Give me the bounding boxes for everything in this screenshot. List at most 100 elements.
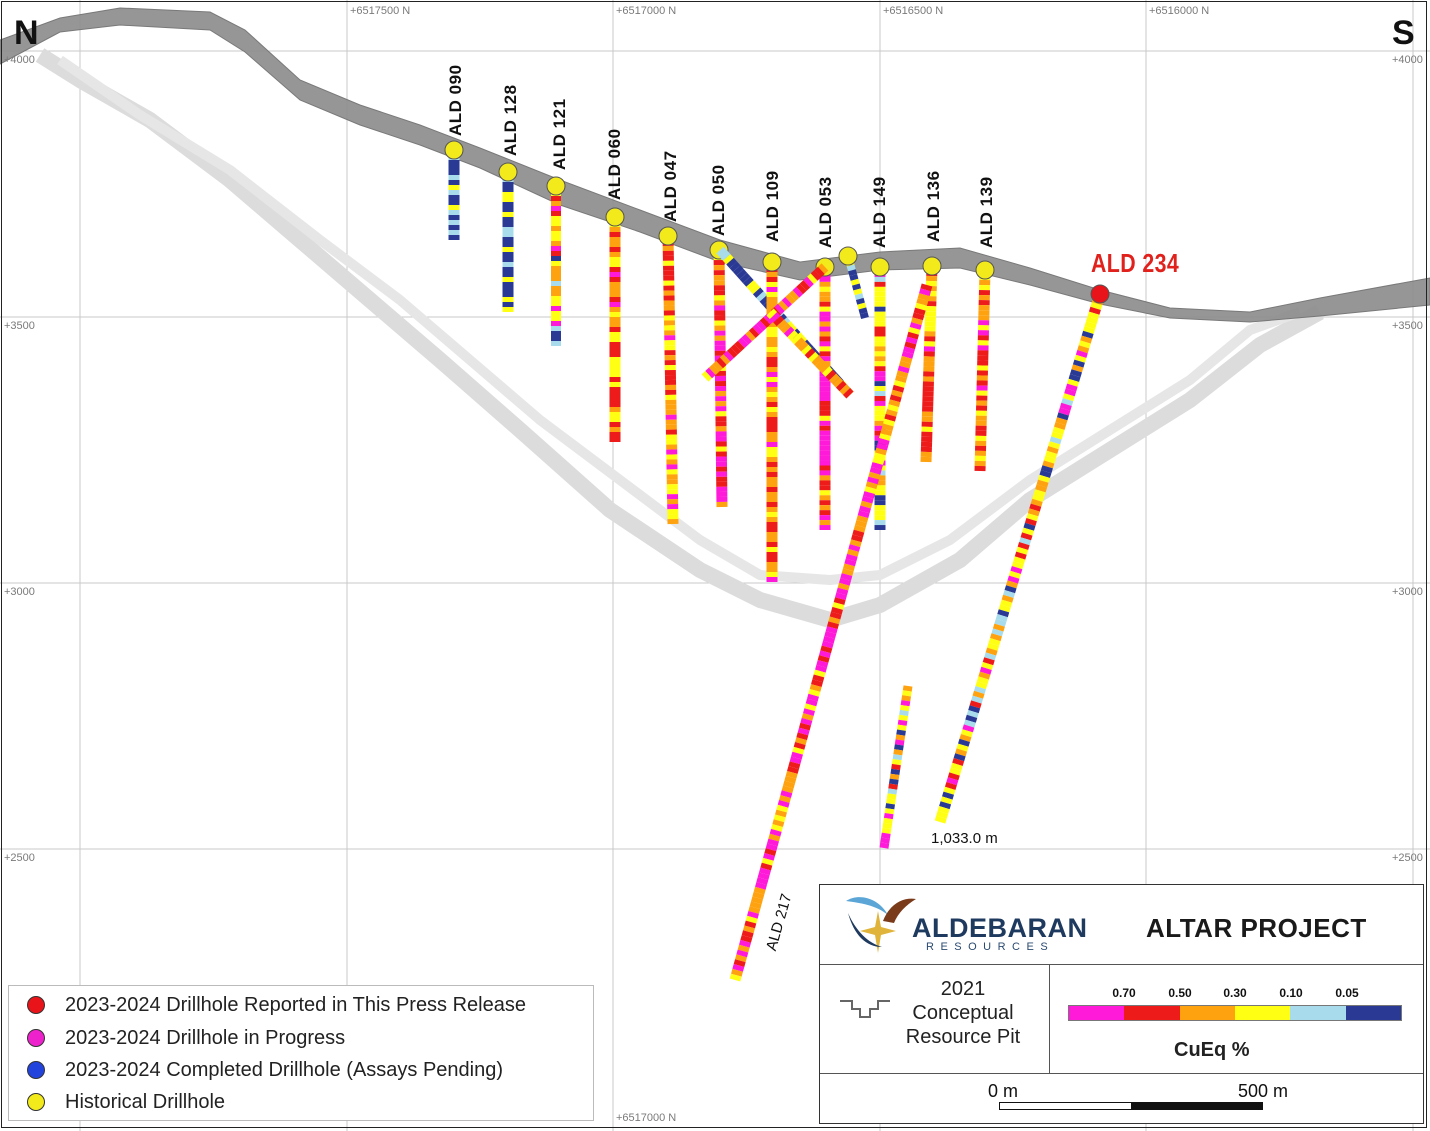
assay-interval	[752, 891, 765, 900]
assay-interval	[1052, 426, 1065, 435]
assay-interval	[731, 968, 743, 977]
assay-interval	[745, 330, 756, 342]
assay-interval	[958, 738, 970, 747]
assay-interval	[991, 628, 1004, 637]
assay-interval	[888, 399, 901, 408]
assay-interval	[849, 274, 859, 281]
assay-interval	[1061, 398, 1074, 406]
assay-interval	[729, 261, 741, 272]
assay-interval	[742, 276, 754, 287]
assay-interval	[756, 877, 769, 885]
assay-interval	[1032, 494, 1045, 502]
assay-interval	[1011, 561, 1024, 570]
assay-interval	[807, 273, 818, 285]
assay-interval	[966, 710, 979, 718]
legend: 2023-2024 Drillhole Reported in This Pre…	[8, 985, 594, 1121]
assay-interval	[764, 848, 777, 856]
assay-interval	[822, 366, 833, 377]
assay-interval	[756, 320, 767, 332]
assay-interval	[901, 351, 914, 359]
assay-interval	[1071, 364, 1084, 373]
assay-interval	[780, 322, 791, 334]
assay-interval	[853, 524, 866, 533]
assay-interval	[1016, 546, 1029, 555]
assay-interval	[739, 939, 751, 948]
colorbar-tick: 0.50	[1168, 986, 1192, 1000]
assay-interval	[889, 773, 900, 780]
assay-interval	[1051, 431, 1064, 440]
legend-label: 2023-2024 Completed Drillhole (Assays Pe…	[65, 1058, 504, 1081]
assay-interval	[891, 389, 903, 398]
assay-interval	[883, 812, 894, 820]
colorbar-tick: 0.10	[1279, 986, 1303, 1000]
assay-interval	[803, 276, 814, 288]
assay-interval	[809, 684, 822, 692]
assay-interval	[736, 268, 748, 280]
assay-interval	[867, 476, 879, 485]
assay-interval	[820, 645, 833, 654]
assay-interval	[829, 373, 840, 385]
assay-interval	[841, 568, 854, 577]
divider	[820, 964, 1423, 965]
assay-interval	[992, 623, 1005, 632]
assay-interval	[705, 367, 716, 379]
assay-interval	[1010, 566, 1023, 574]
assay-interval	[808, 688, 821, 697]
assay-interval	[783, 780, 795, 789]
assay-interval	[915, 302, 927, 311]
assay-interval	[759, 317, 771, 328]
assay-interval	[947, 772, 960, 781]
colorbar-segment	[1069, 1006, 1125, 1020]
assay-interval	[827, 621, 839, 630]
assay-interval	[716, 246, 728, 258]
northing-label-bottom: +6517000 N	[616, 1112, 677, 1124]
assay-interval	[795, 737, 807, 745]
assay-interval	[1035, 484, 1048, 493]
assay-interval	[777, 799, 790, 808]
assay-interval	[792, 286, 803, 298]
assay-interval	[972, 690, 985, 699]
assay-interval	[821, 640, 834, 649]
assay-interval	[741, 333, 753, 345]
assay-interval	[784, 775, 797, 784]
assay-interval	[997, 609, 1010, 618]
assay-interval	[759, 867, 771, 876]
assay-interval	[868, 471, 881, 480]
legend-label: Historical Drillhole	[65, 1090, 226, 1113]
assay-interval	[723, 350, 734, 362]
assay-interval	[1000, 599, 1013, 608]
assay-interval	[881, 423, 894, 432]
assay-interval	[832, 602, 845, 610]
assay-interval	[859, 505, 871, 514]
assay-interval	[831, 606, 843, 615]
assay-interval	[808, 351, 819, 363]
colorbar-tick: 0.05	[1335, 986, 1359, 1000]
assay-interval	[1086, 316, 1098, 325]
assay-interval	[771, 824, 783, 832]
assay-interval	[803, 708, 815, 717]
elevation-label-left: +2500	[4, 852, 35, 864]
assay-interval	[871, 462, 883, 470]
assay-interval	[907, 331, 919, 340]
assay-interval	[887, 788, 898, 795]
legend-item: Historical Drillhole	[27, 1088, 225, 1116]
assay-interval	[978, 671, 991, 680]
blue-dot-icon	[27, 1061, 45, 1079]
legend-item: 2023-2024 Drillhole in Progress	[27, 1024, 345, 1052]
assay-interval	[850, 278, 860, 286]
assay-interval	[848, 544, 861, 552]
assay-interval	[733, 959, 746, 967]
assay-interval	[1049, 436, 1062, 445]
drillhole-label: ALD 136	[924, 170, 943, 242]
assay-interval	[818, 362, 830, 374]
assay-interval	[895, 734, 906, 741]
colorbar-segment	[1290, 1006, 1346, 1020]
assay-interval	[761, 857, 774, 866]
scale-start-label: 0 m	[988, 1081, 1019, 1101]
assay-interval	[988, 638, 1001, 646]
assay-interval	[769, 312, 781, 323]
assay-interval	[779, 795, 791, 803]
assay-interval	[875, 447, 887, 456]
divider	[1049, 964, 1050, 1073]
